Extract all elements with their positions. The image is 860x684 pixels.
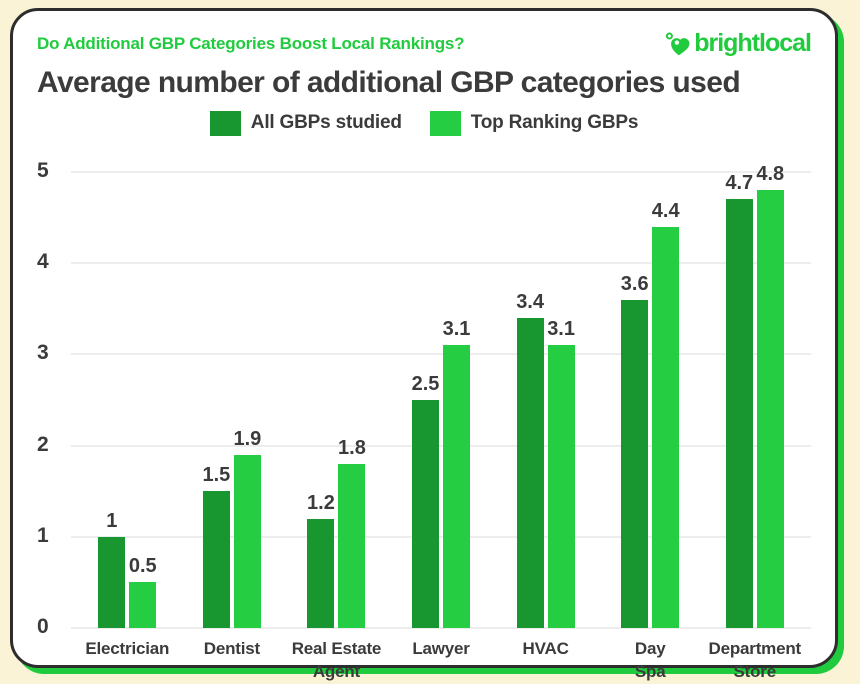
x-axis: Electrician Dentist Real Estate Agent Lawye… <box>71 638 811 684</box>
gridline-2 <box>71 444 811 447</box>
legend-item-0: All GBPs studied <box>209 110 402 136</box>
bar-group: 4.7 4.8 <box>702 163 807 628</box>
legend-swatch-0 <box>209 110 241 136</box>
x-axis-label: Lawyer <box>412 639 470 658</box>
legend-item-1: Top Ranking GBPs <box>429 110 639 136</box>
x-axis-label: Department Store <box>708 639 802 681</box>
y-tick-3: 3 <box>37 341 49 365</box>
legend-label-1: Top Ranking GBPs <box>470 112 639 133</box>
bar-value-label: 3.6 <box>620 272 649 295</box>
bar-group: 1.2 1.8 <box>284 437 389 628</box>
bar-group: 1 0.5 <box>75 510 180 628</box>
bar-value-label: 4.8 <box>756 163 785 186</box>
map-pin-heart-icon <box>666 32 690 55</box>
bar-all-gbps: 3.4 <box>516 291 544 628</box>
y-tick-5: 5 <box>37 159 49 182</box>
y-tick-0: 0 <box>37 615 49 638</box>
bar-value-label: 4.7 <box>725 172 754 195</box>
plot-area: 1 0.5 1.5 1.9 1.2 1.8 2.5 3.1 3.4 3.1 3.6 4.4 4.7 4.8 <box>71 163 811 629</box>
bar-group: 1.5 1.9 <box>180 428 285 628</box>
bar-group: 2.5 3.1 <box>389 318 494 628</box>
bar-value-label: 1.9 <box>233 427 262 450</box>
bar-group: 3.6 4.4 <box>598 200 703 628</box>
y-tick-4: 4 <box>37 250 49 274</box>
brightlocal-logo: brightlocal <box>665 29 812 58</box>
chart-title: Average number of additional GBP categor… <box>37 66 741 99</box>
bar-all-gbps: 1 <box>98 510 126 628</box>
bar-all-gbps: 3.6 <box>621 273 649 628</box>
x-axis-label: Real Estate Agent <box>291 639 382 681</box>
bar-top-ranking: 0.5 <box>129 555 157 628</box>
bar-top-ranking: 1.9 <box>233 428 261 628</box>
bar-value-label: 3.1 <box>547 318 575 341</box>
bar-value-label: 0.5 <box>128 555 157 578</box>
y-tick-1: 1 <box>37 523 49 547</box>
header: Do Additional GBP Categories Boost Local… <box>37 29 812 58</box>
bar-value-label: 4.4 <box>651 199 680 222</box>
bar-all-gbps: 4.7 <box>725 172 753 628</box>
bar-all-gbps: 2.5 <box>412 373 439 628</box>
logo-wordmark: brightlocal <box>694 29 812 57</box>
bar-all-gbps: 1.2 <box>307 492 335 628</box>
gridline-4 <box>71 262 811 265</box>
legend-label-0: All GBPs studied <box>250 112 402 133</box>
bar-value-label: 1.5 <box>202 464 231 487</box>
bar-value-label: 1 <box>106 509 118 532</box>
gridline-0 <box>71 627 811 629</box>
eyebrow-text: Do Additional GBP Categories Boost Local… <box>37 33 465 53</box>
bar-all-gbps: 1.5 <box>202 464 230 628</box>
bar-top-ranking: 4.4 <box>652 200 680 628</box>
legend: All GBPs studied Top Ranking GBPs <box>37 108 811 138</box>
bar-top-ranking: 1.8 <box>338 437 366 628</box>
bar-value-label: 1.8 <box>338 436 366 459</box>
bar-top-ranking: 3.1 <box>547 318 575 628</box>
x-axis-label: Day Spa <box>634 639 666 681</box>
x-axis-label: HVAC <box>522 639 569 658</box>
gridline-1 <box>71 535 811 538</box>
bar-value-label: 3.1 <box>442 318 471 341</box>
y-axis: 0 1 2 3 4 5 <box>37 160 71 637</box>
gridline-5 <box>71 171 811 173</box>
bar-value-label: 1.2 <box>307 491 335 514</box>
bar-value-label: 2.5 <box>411 373 440 395</box>
bar-top-ranking: 4.8 <box>756 163 784 628</box>
legend-swatch-1 <box>429 110 461 136</box>
bar-group: 3.4 3.1 <box>493 291 598 628</box>
infographic-card: Do Additional GBP Categories Boost Local… <box>10 8 838 681</box>
gridline-3 <box>71 353 811 356</box>
bar-value-label: 3.4 <box>516 290 544 313</box>
x-axis-label: Dentist <box>203 639 260 658</box>
x-axis-label: Electrician <box>85 639 170 658</box>
y-tick-2: 2 <box>37 432 49 456</box>
bar-top-ranking: 3.1 <box>443 318 470 628</box>
